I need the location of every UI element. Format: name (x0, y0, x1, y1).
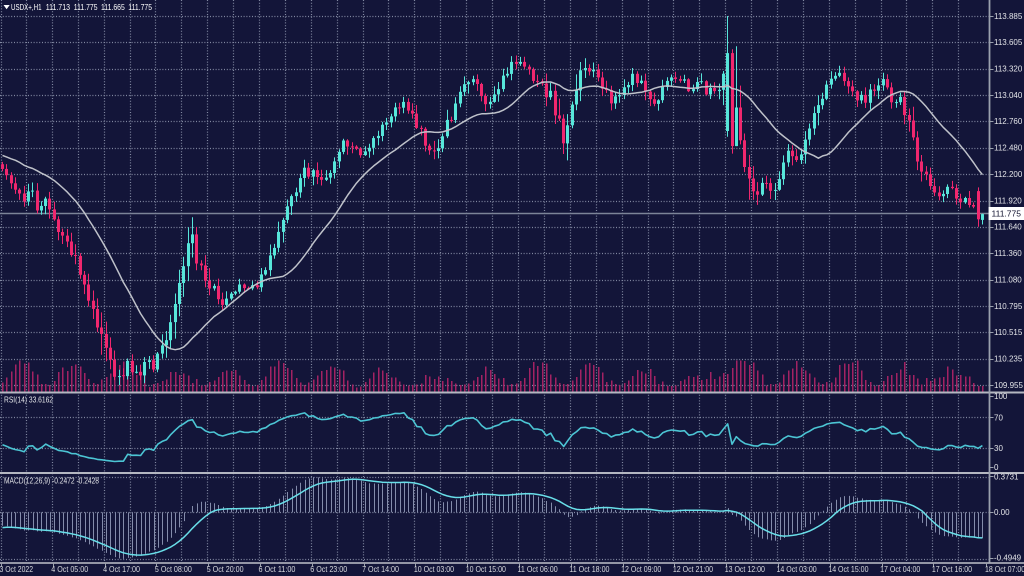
svg-text:113.885: 113.885 (994, 12, 1023, 21)
svg-text:3 Oct 2022: 3 Oct 2022 (0, 565, 33, 574)
svg-text:112.480: 112.480 (994, 144, 1023, 153)
svg-text:100: 100 (994, 392, 1008, 401)
svg-text:4 Oct 17:00: 4 Oct 17:00 (103, 565, 140, 574)
svg-text:6 Oct 23:00: 6 Oct 23:00 (310, 565, 347, 574)
svg-text:12 Oct 21:00: 12 Oct 21:00 (673, 565, 714, 574)
svg-text:12 Oct 09:00: 12 Oct 09:00 (621, 565, 662, 574)
svg-text:13 Oct 12:00: 13 Oct 12:00 (725, 565, 766, 574)
svg-text:MACD(12,26,9) -0.2472 -0.2428: MACD(12,26,9) -0.2472 -0.2428 (4, 477, 99, 486)
svg-text:111.713: 111.713 (46, 3, 71, 12)
svg-text:10 Oct 15:00: 10 Oct 15:00 (466, 565, 507, 574)
svg-text:113.605: 113.605 (994, 38, 1023, 47)
svg-text:110.235: 110.235 (994, 355, 1023, 364)
svg-text:4 Oct 05:00: 4 Oct 05:00 (51, 565, 88, 574)
svg-text:109.955: 109.955 (994, 381, 1023, 390)
svg-text:112.760: 112.760 (994, 117, 1023, 126)
svg-text:0: 0 (994, 463, 999, 472)
svg-text:113.320: 113.320 (994, 65, 1023, 74)
svg-text:111.920: 111.920 (994, 196, 1022, 205)
svg-text:111.640: 111.640 (994, 223, 1022, 232)
svg-text:7 Oct 14:00: 7 Oct 14:00 (362, 565, 399, 574)
svg-text:113.040: 113.040 (994, 91, 1023, 100)
svg-text:RSI(14) 33.6162: RSI(14) 33.6162 (4, 396, 53, 405)
svg-text:-0.4949: -0.4949 (994, 553, 1022, 562)
svg-text:11 Oct 06:00: 11 Oct 06:00 (518, 565, 559, 574)
svg-text:17 Oct 16:00: 17 Oct 16:00 (932, 565, 973, 574)
svg-text:14 Oct 15:00: 14 Oct 15:00 (828, 565, 869, 574)
svg-text:70: 70 (994, 413, 1003, 422)
svg-text:111.360: 111.360 (994, 249, 1022, 258)
svg-text:17 Oct 04:00: 17 Oct 04:00 (880, 565, 921, 574)
svg-text:112.200: 112.200 (994, 170, 1023, 179)
svg-text:0.00: 0.00 (994, 508, 1010, 517)
svg-text:5 Oct 20:00: 5 Oct 20:00 (207, 565, 244, 574)
svg-text:110.515: 110.515 (994, 328, 1023, 337)
svg-text:30: 30 (994, 444, 1003, 453)
svg-text:110.795: 110.795 (994, 302, 1023, 311)
svg-text:5 Oct 08:00: 5 Oct 08:00 (155, 565, 192, 574)
svg-text:USDX+,H1: USDX+,H1 (11, 3, 42, 12)
svg-text:0.3731: 0.3731 (994, 472, 1019, 481)
svg-text:11 Oct 18:00: 11 Oct 18:00 (569, 565, 610, 574)
svg-text:111.080: 111.080 (994, 275, 1022, 284)
svg-text:6 Oct 11:00: 6 Oct 11:00 (259, 565, 296, 574)
svg-text:14 Oct 03:00: 14 Oct 03:00 (777, 565, 818, 574)
svg-text:111.775: 111.775 (74, 3, 98, 12)
svg-text:111.665: 111.665 (101, 3, 125, 12)
svg-text:10 Oct 03:00: 10 Oct 03:00 (414, 565, 455, 574)
svg-text:111.775: 111.775 (992, 209, 1022, 219)
svg-text:18 Oct 07:00: 18 Oct 07:00 (985, 565, 1024, 574)
svg-text:111.775: 111.775 (128, 3, 152, 12)
